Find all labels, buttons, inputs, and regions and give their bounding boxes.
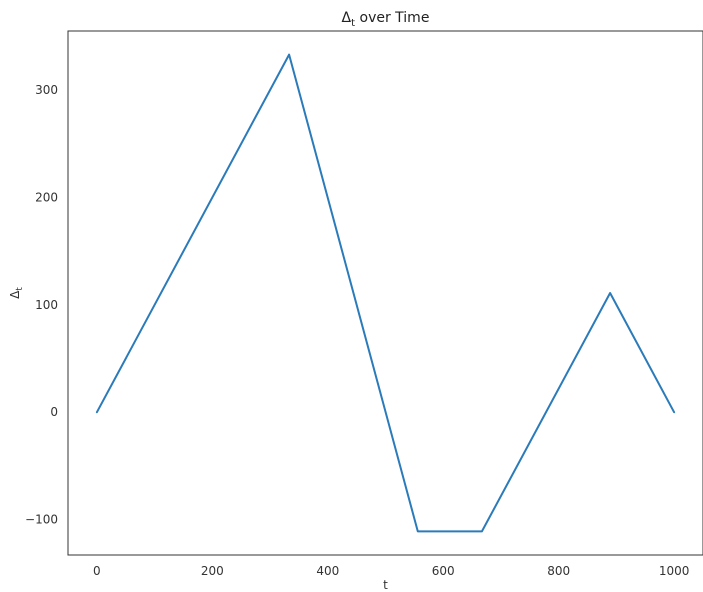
y-tick-label: 100	[35, 298, 58, 312]
y-axis-label-symbol: Δ	[8, 290, 22, 299]
y-axis-label: Δt	[8, 287, 25, 299]
chart-title-rest: over Time	[355, 10, 429, 26]
x-tick-label: 400	[316, 564, 339, 578]
y-tick-label: 200	[35, 190, 58, 204]
x-tick-label: 1000	[659, 564, 690, 578]
chart-title: Δt over Time	[342, 10, 430, 29]
y-axis-label-subscript: t	[15, 287, 25, 291]
chart-title-symbol: Δ	[342, 10, 352, 26]
x-axis-label: t	[383, 578, 388, 592]
plot-area-frame	[67, 30, 703, 556]
y-tick-label: 0	[50, 405, 58, 419]
series-line	[95, 53, 676, 533]
y-tick-labels: −100 0 100 200 300	[25, 83, 58, 527]
x-tick-labels: 0 200 400 600 800 1000	[93, 564, 689, 578]
chart-title-subscript: t	[351, 18, 355, 29]
x-tick-label: 0	[93, 564, 101, 578]
y-tick-label: 300	[35, 83, 58, 97]
y-tick-label: −100	[25, 513, 58, 527]
series-group	[95, 53, 676, 533]
x-tick-label: 800	[547, 564, 570, 578]
x-tick-label: 600	[432, 564, 455, 578]
x-tick-label: 200	[201, 564, 224, 578]
